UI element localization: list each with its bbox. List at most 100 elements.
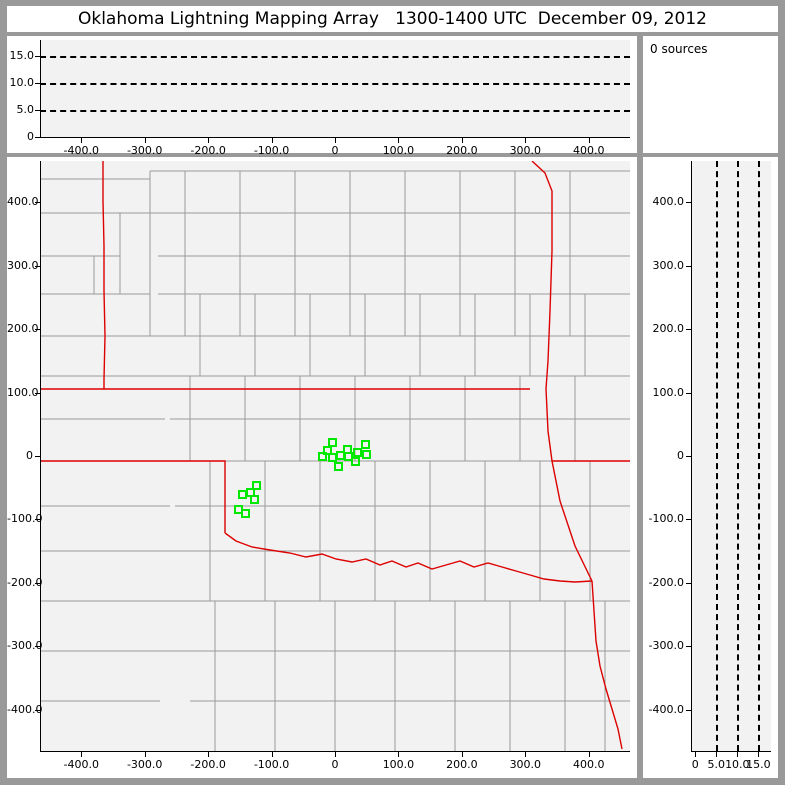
x-axis-line xyxy=(40,751,630,752)
x-axis-tick xyxy=(271,138,273,143)
x-axis-tick-label: -400.0 xyxy=(63,144,99,157)
y-axis-tick-label: 400.0 xyxy=(652,195,685,209)
gridline-horizontal xyxy=(40,56,630,59)
page-title: Oklahoma Lightning Mapping Array 1300-14… xyxy=(77,9,707,29)
x-axis-tick xyxy=(525,138,527,143)
y-axis-tick-label: 200.0 xyxy=(652,322,685,336)
y-axis-tick-label: 300.0 xyxy=(652,258,685,272)
y-axis-tick-label: -200.0 xyxy=(7,575,43,589)
x-axis-tick-label: -400.0 xyxy=(63,758,99,771)
x-axis-tick xyxy=(271,752,273,757)
x-axis-tick-label: 400.0 xyxy=(573,758,605,771)
x-axis-tick-label: 0 xyxy=(331,144,339,157)
source-count-panel: 0 sources xyxy=(643,36,778,153)
x-axis-line xyxy=(40,137,630,138)
x-axis-tick-label: 400.0 xyxy=(573,144,605,157)
y-axis-tick xyxy=(35,110,40,112)
height-profile-plot-area xyxy=(691,161,771,751)
x-axis-tick-label: 100.0 xyxy=(382,144,415,157)
y-axis-tick-label: 0 xyxy=(27,130,34,143)
source-marker xyxy=(251,480,261,490)
x-axis-tick-label: 300.0 xyxy=(509,144,542,157)
y-axis-line xyxy=(40,161,41,751)
y-axis-tick-label: 0 xyxy=(26,449,33,462)
x-axis-tick xyxy=(81,138,83,143)
x-axis-tick xyxy=(335,752,336,757)
x-axis-tick xyxy=(758,752,760,757)
x-axis-tick xyxy=(144,752,146,757)
y-axis-tick xyxy=(35,582,40,584)
y-axis-tick xyxy=(35,83,40,85)
x-axis-tick-label: 200.0 xyxy=(446,144,478,157)
y-axis-tick-label: -400.0 xyxy=(648,702,684,716)
x-axis-tick-label: 5.0 xyxy=(707,758,726,771)
x-axis-tick-label: 10.0 xyxy=(725,758,750,771)
y-axis-tick xyxy=(686,202,691,204)
x-axis-tick-label: -200.0 xyxy=(190,144,226,157)
source-marker xyxy=(343,452,353,462)
y-axis-tick xyxy=(35,329,40,331)
y-axis-tick xyxy=(686,709,691,711)
y-axis-tick xyxy=(686,265,691,267)
x-axis-tick xyxy=(398,138,400,143)
y-axis-tick-label: 0 xyxy=(677,449,684,462)
y-axis-tick xyxy=(686,329,691,331)
y-axis-tick-label: 100.0 xyxy=(652,385,685,399)
y-axis-tick xyxy=(35,202,40,204)
x-axis-tick xyxy=(461,138,463,143)
gridline-horizontal xyxy=(40,110,630,113)
source-marker xyxy=(360,440,370,450)
gridline-vertical xyxy=(737,161,740,751)
source-marker xyxy=(317,451,327,461)
source-marker xyxy=(241,509,251,519)
source-marker xyxy=(334,461,344,471)
y-axis-line xyxy=(40,40,41,137)
y-axis-tick-label: -300.0 xyxy=(7,639,43,653)
y-axis-tick-label: 15.0 xyxy=(9,49,35,63)
x-axis-line xyxy=(691,751,771,752)
map-panel: 400.0 300.0 200.0 100.0 0 -100.0 -200.0 -300.0 -… xyxy=(7,157,637,778)
y-axis-tick xyxy=(686,646,691,648)
x-axis-tick xyxy=(588,752,590,757)
x-axis-tick-label: 200.0 xyxy=(446,758,478,771)
x-axis-tick xyxy=(716,752,718,757)
y-axis-tick-label: 100.0 xyxy=(7,385,39,399)
x-axis-tick xyxy=(144,138,146,143)
x-axis-tick xyxy=(208,138,210,143)
y-axis-tick xyxy=(686,582,691,584)
x-axis-tick-label: -300.0 xyxy=(126,758,163,771)
y-axis-tick-label: 5.0 xyxy=(16,103,35,117)
y-axis-tick xyxy=(35,456,40,457)
y-axis-tick-label: 200.0 xyxy=(7,322,39,336)
x-axis-tick xyxy=(461,752,463,757)
source-marker xyxy=(322,446,332,456)
x-axis-tick xyxy=(695,752,697,757)
y-axis-tick xyxy=(686,519,691,521)
y-axis-tick-label: 10.0 xyxy=(9,76,35,90)
height-profile-panel: 400.0 300.0 200.0 100.0 0 -100.0 -200.0 -300.0 -… xyxy=(643,157,778,778)
y-axis-tick xyxy=(686,392,691,394)
y-axis-tick xyxy=(35,265,40,267)
y-axis-tick-label: -200.0 xyxy=(648,575,684,589)
y-axis-tick-label: -100.0 xyxy=(648,512,684,526)
gridline-vertical xyxy=(758,161,761,751)
gridline-vertical xyxy=(716,161,719,751)
time-height-plot-area xyxy=(40,40,630,137)
x-axis-tick-label: -300.0 xyxy=(126,144,163,157)
x-axis-tick xyxy=(525,752,527,757)
map-geography xyxy=(40,161,630,751)
state-boundaries xyxy=(40,161,630,750)
county-boundaries xyxy=(40,170,630,751)
y-axis-tick xyxy=(35,646,40,648)
x-axis-tick-label: 0 xyxy=(691,758,699,771)
x-axis-tick xyxy=(737,752,739,757)
x-axis-tick-label: 300.0 xyxy=(509,758,542,771)
source-marker xyxy=(327,438,337,448)
source-marker xyxy=(249,494,259,504)
x-axis-tick-label: -200.0 xyxy=(190,758,226,771)
y-axis-line xyxy=(691,161,692,751)
y-axis-tick xyxy=(35,56,40,58)
y-axis-tick-label: 400.0 xyxy=(7,195,39,209)
y-axis-tick-label: 300.0 xyxy=(7,258,39,272)
